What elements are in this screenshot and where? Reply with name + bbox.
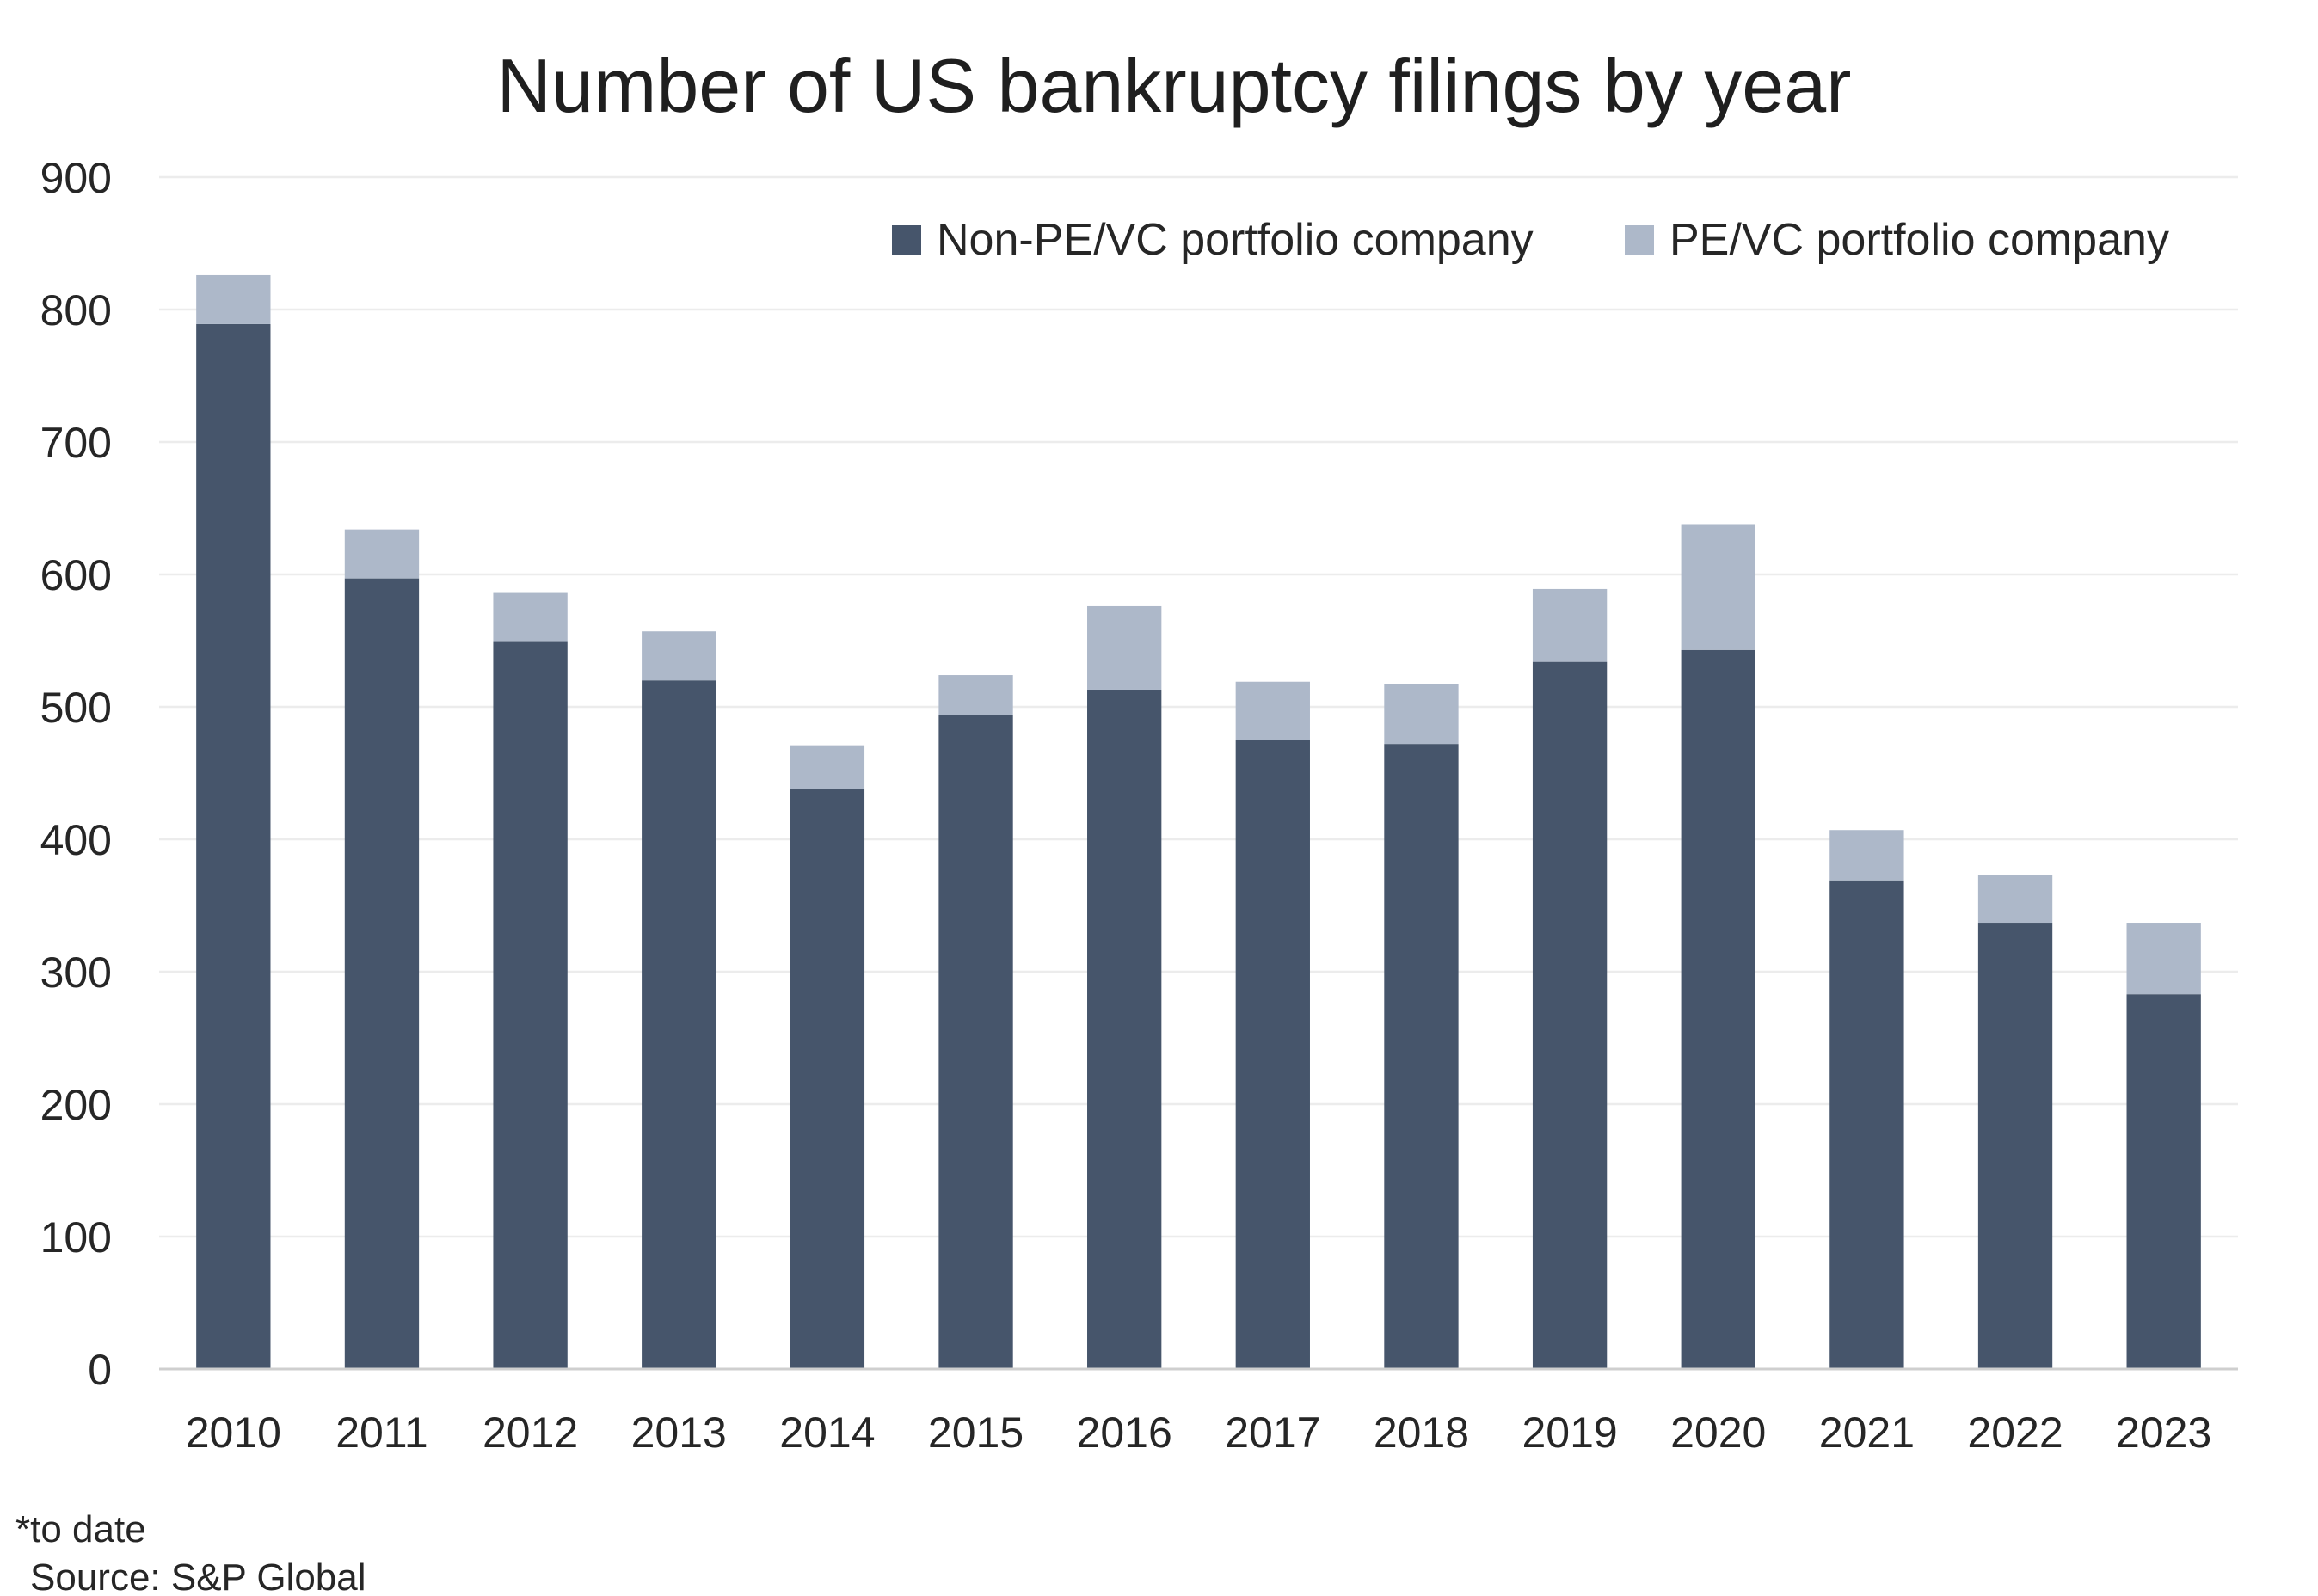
legend-swatch-pe-vc	[1625, 225, 1654, 255]
y-tick-label: 500	[40, 684, 112, 732]
legend-label-non-pe-vc: Non-PE/VC portfolio company	[937, 215, 1534, 265]
bar-non-pe-vc-2022	[1977, 923, 2053, 1369]
gridlines	[159, 175, 2238, 1238]
y-tick-label: 200	[40, 1081, 112, 1129]
bar-pe-vc-2017	[1235, 681, 1310, 740]
bar-non-pe-vc-2014	[790, 789, 865, 1369]
bar-non-pe-vc-2020	[1681, 649, 1755, 1369]
bar-pe-vc-2010	[196, 274, 271, 324]
bar-pe-vc-2022	[1977, 875, 2053, 924]
x-tick-label: 2011	[335, 1409, 428, 1457]
bar-non-pe-vc-2012	[493, 641, 568, 1369]
x-tick-label: 2020	[1670, 1409, 1766, 1457]
x-tick-label: 2017	[1225, 1409, 1320, 1457]
bar-pe-vc-2021	[1829, 830, 1904, 881]
chart-title: Number of US bankruptcy filings by year	[497, 43, 1852, 128]
footnote-to-date: *to date	[15, 1508, 146, 1550]
x-tick-label: 2014	[779, 1409, 875, 1457]
bar-non-pe-vc-2021	[1829, 880, 1904, 1369]
y-tick-label: 300	[40, 948, 112, 997]
y-axis-ticks: 0 100 200 300 400 500 600 700 800 900	[40, 154, 112, 1394]
legend-label-pe-vc: PE/VC portfolio company	[1669, 215, 2169, 265]
bar-non-pe-vc-2019	[1532, 661, 1608, 1369]
y-tick-label: 800	[40, 286, 112, 335]
x-tick-label: 2022	[1967, 1409, 2063, 1457]
bars	[196, 274, 2201, 1370]
bar-pe-vc-2012	[493, 592, 568, 642]
bar-non-pe-vc-2018	[1384, 744, 1459, 1369]
y-tick-label: 700	[40, 419, 112, 467]
x-tick-label: 2018	[1374, 1409, 1469, 1457]
bar-pe-vc-2016	[1087, 605, 1162, 690]
x-tick-label: 2021	[1819, 1409, 1915, 1457]
bar-pe-vc-2019	[1532, 588, 1608, 662]
legend: Non-PE/VC portfolio company PE/VC portfo…	[892, 215, 2169, 265]
legend-swatch-non-pe-vc	[892, 225, 921, 255]
bar-non-pe-vc-2016	[1087, 689, 1162, 1369]
bar-pe-vc-2020	[1681, 524, 1755, 650]
bar-pe-vc-2011	[344, 529, 420, 579]
bar-non-pe-vc-2015	[938, 715, 1013, 1369]
y-tick-label: 100	[40, 1213, 112, 1261]
y-tick-label: 400	[40, 816, 112, 864]
y-tick-label: 900	[40, 154, 112, 202]
bar-non-pe-vc-2010	[196, 323, 271, 1370]
bar-non-pe-vc-2013	[642, 680, 716, 1369]
x-tick-label: 2015	[928, 1409, 1024, 1457]
bar-non-pe-vc-2011	[344, 578, 420, 1369]
x-tick-label: 2016	[1077, 1409, 1172, 1457]
bar-pe-vc-2015	[938, 675, 1013, 715]
y-tick-label: 600	[40, 551, 112, 599]
bar-pe-vc-2023	[2126, 923, 2201, 995]
x-tick-label: 2010	[186, 1409, 281, 1457]
x-tick-label: 2012	[483, 1409, 578, 1457]
x-tick-label: 2013	[631, 1409, 727, 1457]
bar-non-pe-vc-2023	[2126, 994, 2201, 1369]
bar-non-pe-vc-2017	[1235, 740, 1310, 1369]
bar-pe-vc-2014	[790, 745, 865, 789]
source-note: Source: S&P Global	[30, 1556, 366, 1596]
x-axis-ticks: 2010 2011 2012 2013 2014 2015 2016 2017 2018 2019…	[186, 1409, 2212, 1457]
bar-pe-vc-2018	[1384, 684, 1459, 745]
x-tick-label: 2023	[2116, 1409, 2211, 1457]
x-tick-label: 2019	[1522, 1409, 1617, 1457]
y-tick-label: 0	[88, 1346, 112, 1394]
bar-pe-vc-2013	[642, 631, 716, 681]
